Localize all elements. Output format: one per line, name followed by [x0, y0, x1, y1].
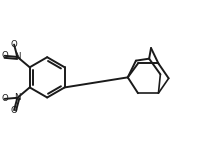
Text: O: O — [11, 106, 18, 115]
Text: O: O — [1, 51, 8, 60]
Text: N: N — [14, 52, 21, 61]
Text: N: N — [14, 93, 21, 102]
Text: O: O — [1, 94, 8, 103]
Text: O: O — [11, 40, 18, 49]
